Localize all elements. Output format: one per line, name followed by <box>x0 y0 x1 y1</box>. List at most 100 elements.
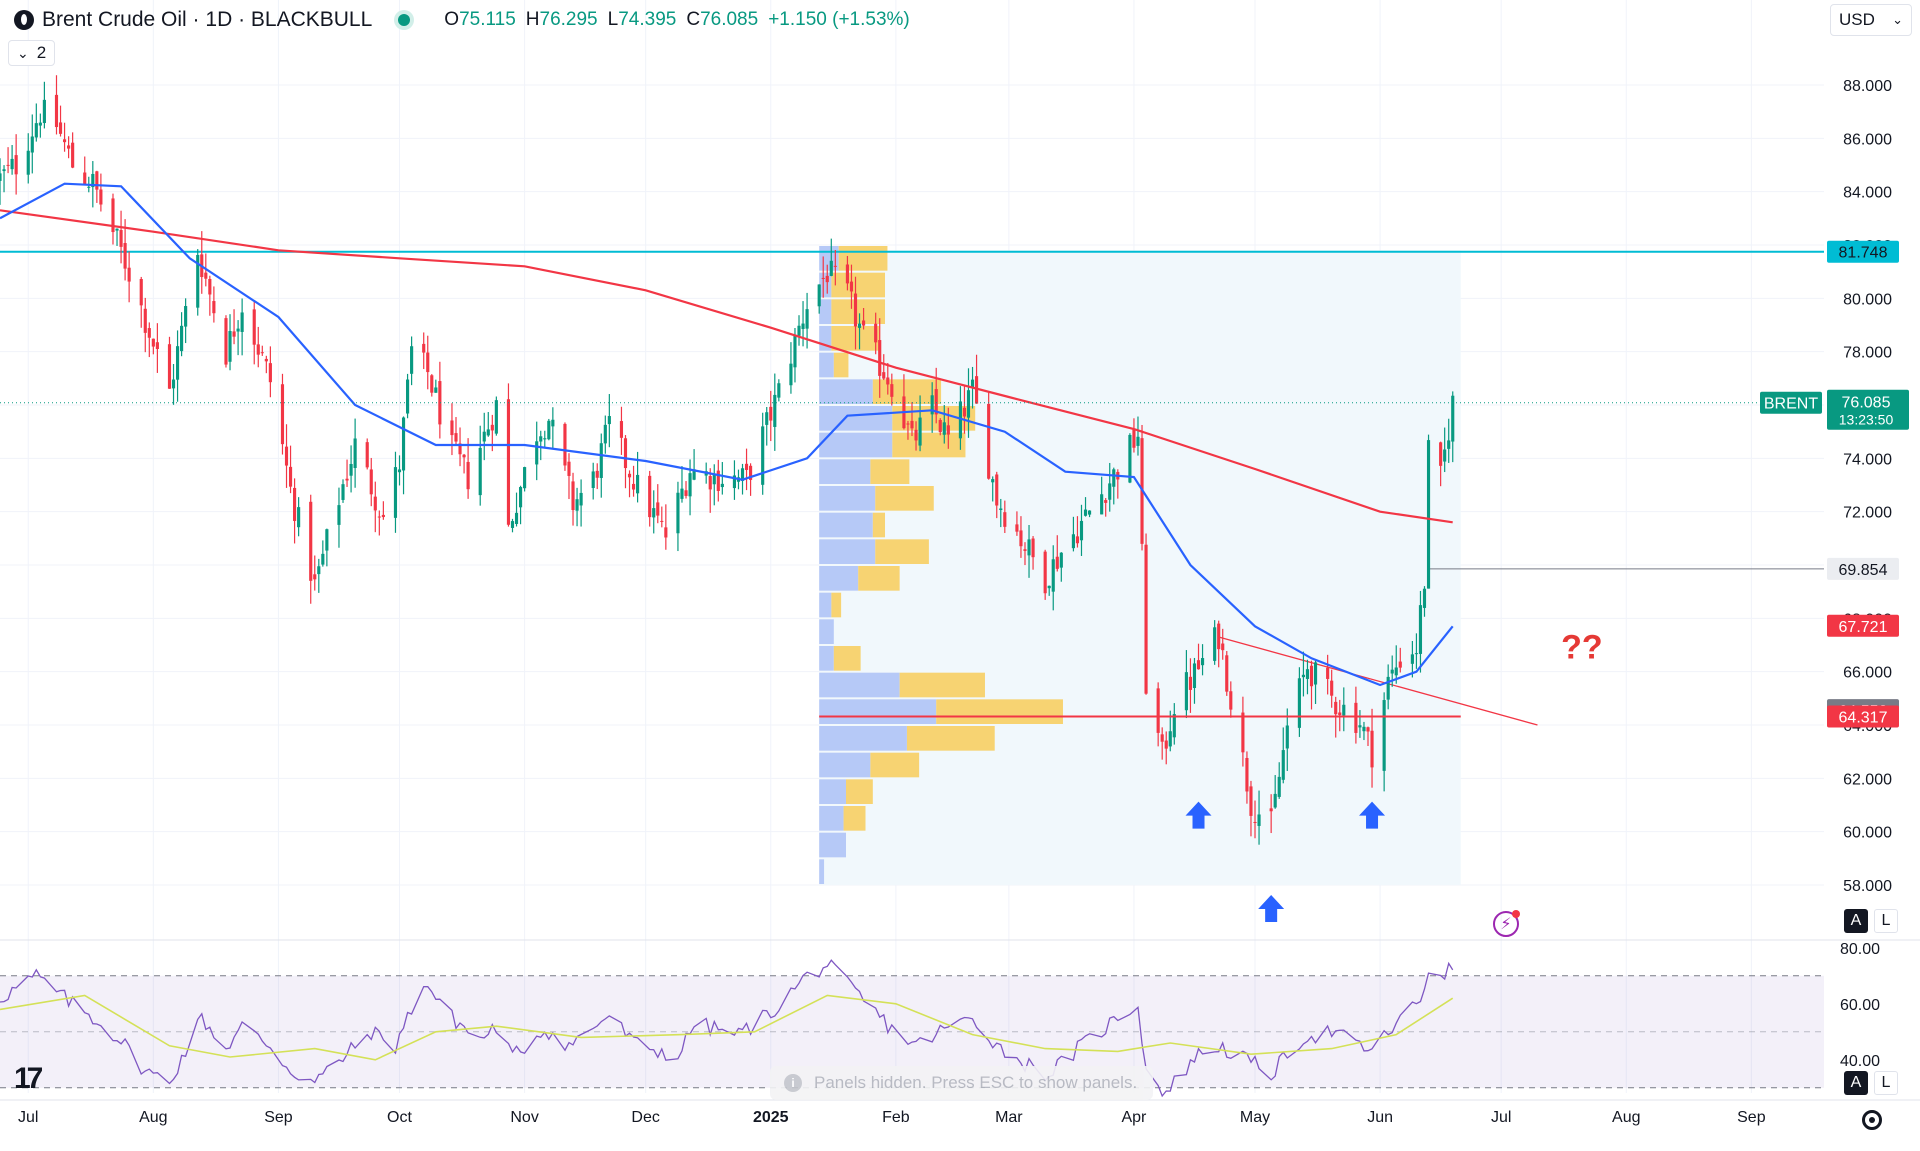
candle <box>607 416 611 425</box>
candle <box>676 492 680 534</box>
candle <box>38 122 42 126</box>
candle <box>2 169 6 172</box>
candle <box>999 508 1003 510</box>
candle <box>313 574 317 580</box>
indicators-toggle[interactable]: ⌄ 2 <box>8 40 56 66</box>
candle <box>1241 712 1245 753</box>
candle <box>648 475 652 518</box>
candle <box>10 158 14 170</box>
candle <box>1213 627 1217 661</box>
candle <box>297 507 301 528</box>
candle <box>765 412 769 425</box>
volume-profile-up-bar <box>819 539 876 564</box>
candle <box>579 492 583 506</box>
candle <box>450 420 454 436</box>
panels-hidden-toast: i Panels hidden. Press ESC to show panel… <box>770 1066 1154 1100</box>
rsi-log-scale-button[interactable]: L <box>1874 1071 1898 1095</box>
date-tick-label: 2025 <box>753 1109 789 1126</box>
candle <box>434 387 438 393</box>
candle <box>397 469 402 473</box>
candle <box>595 470 599 478</box>
chart-header: Brent Crude Oil · 1D · BLACKBULL O 75.115… <box>0 0 1820 40</box>
candle <box>821 277 825 279</box>
candle <box>422 343 426 353</box>
candle <box>906 423 910 425</box>
candle <box>761 426 765 485</box>
open-label: O <box>444 9 460 30</box>
candle <box>874 323 878 343</box>
log-scale-button[interactable]: L <box>1874 909 1898 933</box>
candle <box>789 363 793 386</box>
candle <box>535 441 539 465</box>
candle <box>769 406 773 421</box>
rsi-auto-scale-button[interactable]: A <box>1844 1071 1868 1095</box>
volume-profile-up-bar <box>819 592 832 618</box>
tradingview-logo-icon[interactable]: 17 <box>14 1062 43 1095</box>
symbol-title[interactable]: Brent Crude Oil · 1D · BLACKBULL <box>42 8 373 31</box>
candle <box>71 142 75 168</box>
flash-icon[interactable]: ⚡ <box>1493 910 1520 937</box>
candle <box>87 186 91 188</box>
candle <box>1410 654 1414 664</box>
candle <box>518 487 523 508</box>
candle <box>1168 731 1172 747</box>
candle <box>619 421 624 438</box>
currency-select[interactable]: USD ⌄ <box>1830 4 1912 36</box>
candles <box>0 75 1455 845</box>
date-tick-label: Mar <box>995 1109 1023 1126</box>
candle <box>1398 661 1402 668</box>
candle <box>1277 776 1281 797</box>
price-badge-label: 69.854 <box>1839 562 1888 579</box>
candle <box>656 502 660 516</box>
candle <box>797 325 801 336</box>
candle <box>934 389 938 415</box>
candle <box>115 228 119 231</box>
candle <box>1285 725 1289 749</box>
candle <box>208 278 212 295</box>
price-badge-label: 81.748 <box>1839 245 1888 262</box>
candle <box>1338 712 1342 716</box>
candle <box>0 173 2 181</box>
candle <box>1160 734 1164 742</box>
gear-icon[interactable] <box>1862 1110 1882 1130</box>
price-badge <box>1827 240 1899 263</box>
volume-profile-up-bar <box>819 726 907 751</box>
candle <box>62 139 67 143</box>
change-value: +1.150 (+1.53%) <box>768 9 910 30</box>
candle <box>1426 440 1431 589</box>
candle <box>506 399 511 525</box>
candle <box>91 173 95 188</box>
date-tick-label: Dec <box>631 1109 659 1126</box>
candle <box>260 352 264 354</box>
volume-profile-up-bar <box>819 672 900 698</box>
candle <box>938 419 942 433</box>
price-badge <box>1827 557 1899 580</box>
info-icon: i <box>784 1074 802 1092</box>
rsi-tick-label: 60.00 <box>1840 997 1880 1014</box>
candle <box>167 344 172 389</box>
candle <box>543 438 547 440</box>
candle <box>1309 665 1314 687</box>
candle <box>708 476 712 490</box>
candle <box>462 454 466 458</box>
candle <box>1422 588 1427 608</box>
up-arrow-icon <box>1185 801 1212 829</box>
auto-scale-button[interactable]: A <box>1844 909 1868 933</box>
volume-profile-down-bar <box>833 646 861 671</box>
candle <box>321 553 325 565</box>
candle <box>236 328 240 332</box>
candle <box>58 122 63 134</box>
candle <box>228 331 232 362</box>
price-badge-label: 67.721 <box>1839 619 1888 636</box>
candle <box>1273 793 1277 808</box>
candle <box>1003 512 1007 527</box>
volume-profile-down-bar <box>846 779 873 804</box>
candle <box>1330 680 1334 696</box>
candle <box>171 379 176 389</box>
candle <box>1083 509 1088 516</box>
price-tick-label: 80.000 <box>1843 291 1892 308</box>
candle <box>1051 559 1055 592</box>
candle <box>636 474 640 494</box>
candle <box>478 447 482 496</box>
